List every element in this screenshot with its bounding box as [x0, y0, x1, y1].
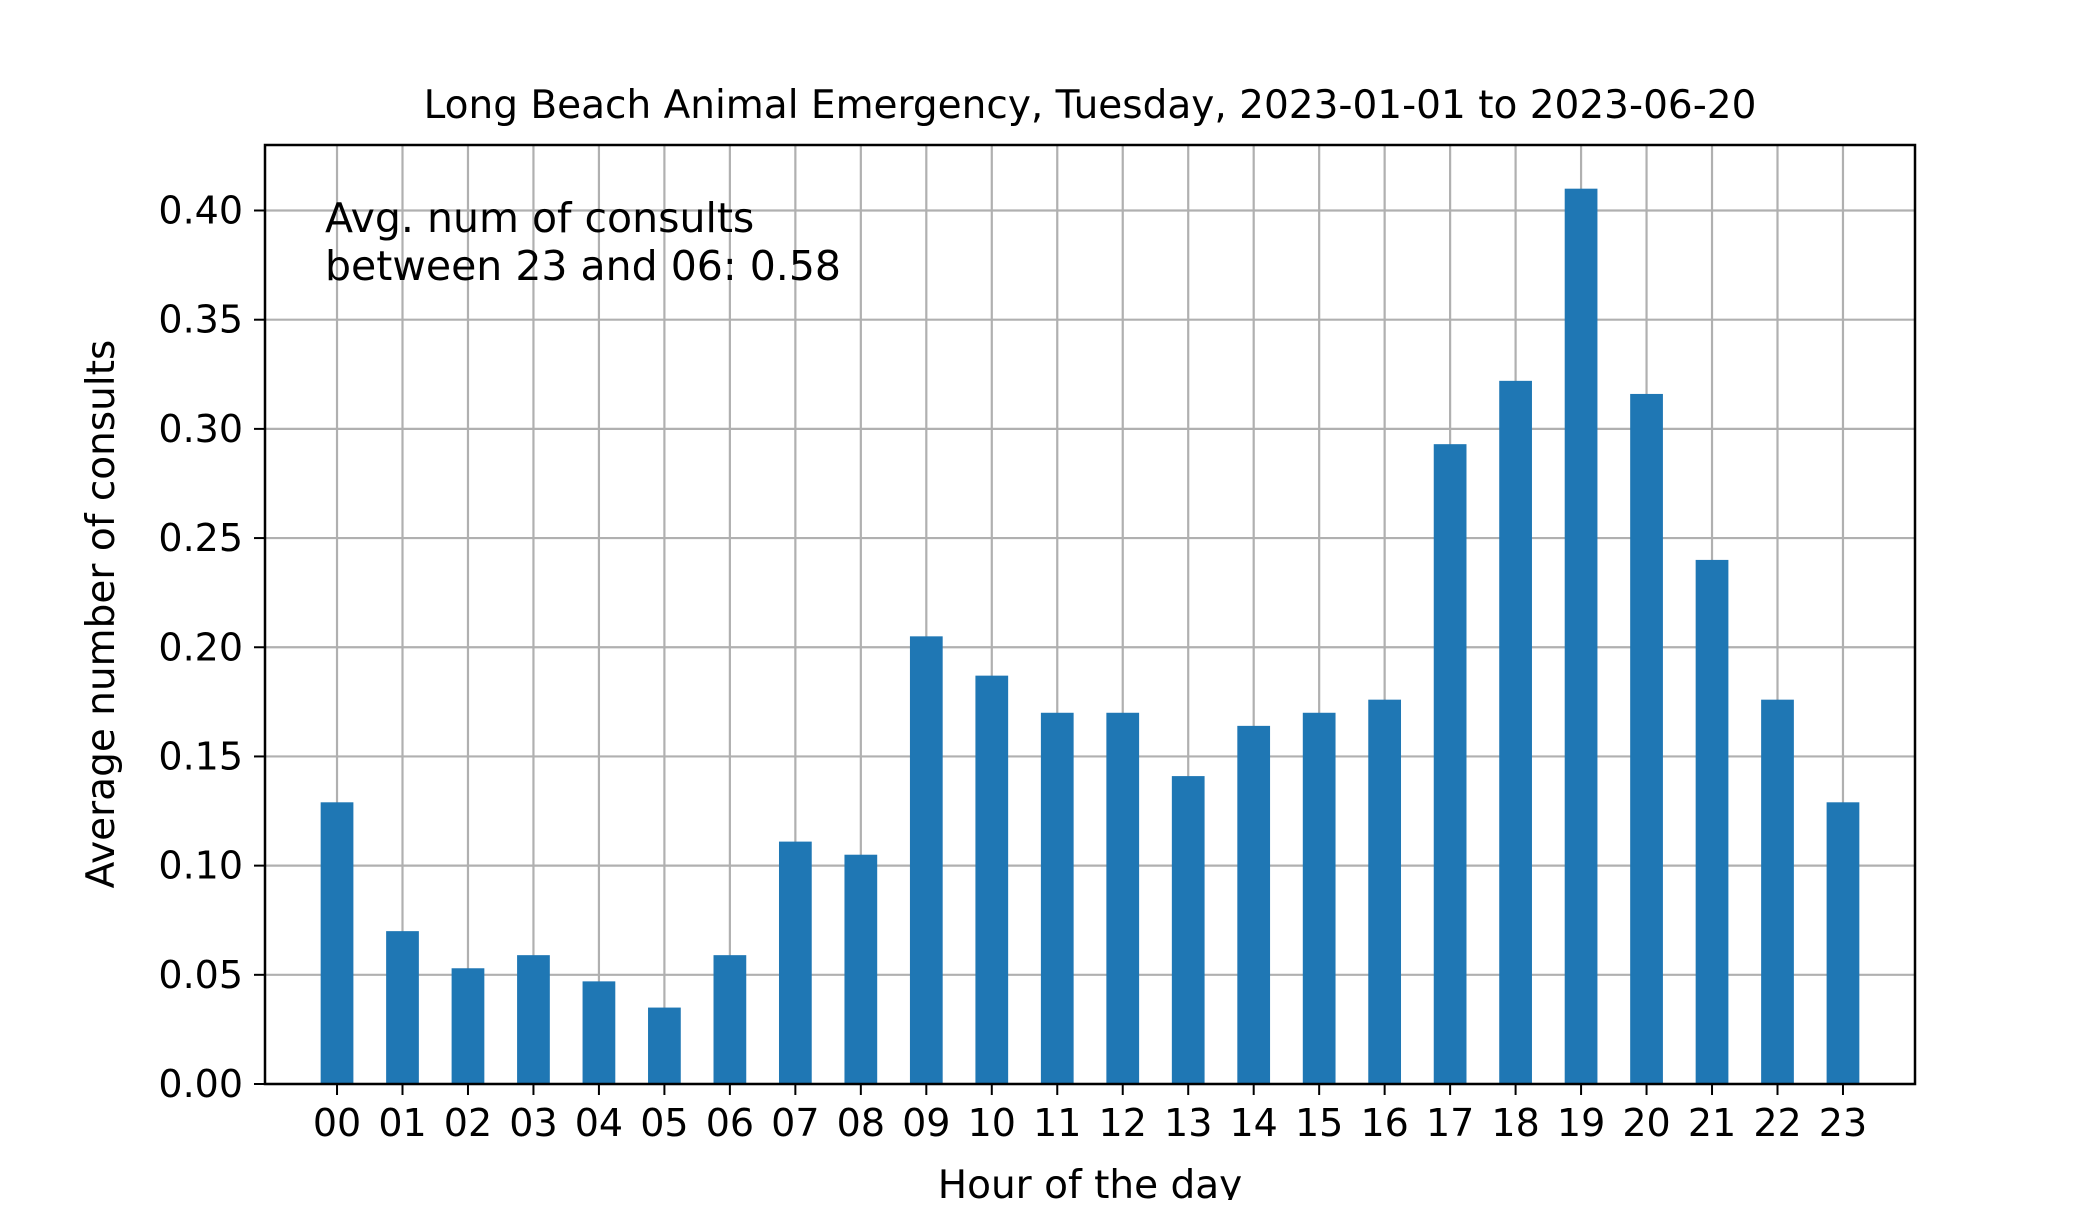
- bar-18: [1499, 380, 1532, 1084]
- bar-22: [1761, 699, 1794, 1084]
- y-tick-label: 0.20: [158, 625, 243, 669]
- x-tick-label: 23: [1819, 1101, 1867, 1145]
- x-tick-label: 00: [313, 1101, 361, 1145]
- y-tick-label: 0.10: [158, 844, 243, 888]
- bar-07: [778, 841, 812, 1084]
- bar-08: [844, 854, 878, 1084]
- y-tick-label: 0.40: [158, 189, 243, 233]
- bar-13: [1171, 776, 1205, 1084]
- annotation-line-1: Avg. num of consults: [325, 194, 754, 242]
- bar-16: [1368, 699, 1402, 1084]
- annotation-line-2: between 23 and 06: 0.58: [325, 242, 841, 290]
- bar-05: [648, 1007, 681, 1084]
- x-tick-label: 20: [1622, 1101, 1670, 1145]
- bar-20: [1630, 393, 1663, 1084]
- x-tick-label: 13: [1164, 1101, 1212, 1145]
- y-tick-label: 0.00: [158, 1062, 243, 1106]
- bar-03: [517, 955, 550, 1084]
- x-tick-label: 12: [1099, 1101, 1147, 1145]
- y-tick-label: 0.25: [158, 516, 243, 560]
- x-tick-label: 04: [575, 1101, 623, 1145]
- x-tick-label: 02: [444, 1101, 492, 1145]
- bar-10: [975, 675, 1009, 1084]
- x-tick-label: 17: [1426, 1101, 1474, 1145]
- x-tick-label: 08: [837, 1101, 885, 1145]
- x-tick-label: 21: [1688, 1101, 1736, 1145]
- x-tick-label: 16: [1360, 1101, 1408, 1145]
- bar-00: [320, 802, 354, 1084]
- x-tick-label: 22: [1753, 1101, 1801, 1145]
- bar-12: [1106, 712, 1140, 1084]
- bar-09: [909, 636, 943, 1084]
- bar-06: [713, 955, 747, 1084]
- bars: [320, 188, 1860, 1084]
- plot-frame: [263, 143, 1917, 1086]
- x-tick-label: 07: [771, 1101, 819, 1145]
- bar-04: [582, 981, 616, 1084]
- x-tick-label: 18: [1491, 1101, 1539, 1145]
- x-tick-label: 14: [1230, 1101, 1278, 1145]
- ticks: 0.00 0.05 0.10 0.15 0.20 0.25 0.30 0.35 0.40 00 01…: [158, 189, 1867, 1145]
- chart-title: Long Beach Animal Emergency, Tuesday, 20…: [424, 83, 1757, 128]
- x-axis-label: Hour of the day: [938, 1163, 1242, 1200]
- x-tick-label: 06: [706, 1101, 754, 1145]
- bar-14: [1237, 725, 1271, 1084]
- y-tick-label: 0.15: [158, 734, 243, 778]
- bar-15: [1302, 712, 1336, 1084]
- x-tick-label: 11: [1033, 1101, 1081, 1145]
- x-tick-label: 10: [968, 1101, 1016, 1145]
- bar-17: [1433, 444, 1467, 1084]
- bar-21: [1695, 559, 1729, 1084]
- y-axis-label: Average number of consults: [79, 340, 124, 889]
- bar-01: [386, 931, 419, 1084]
- bar-19: [1564, 188, 1598, 1084]
- x-tick-label: 15: [1295, 1101, 1343, 1145]
- bar-02: [451, 968, 485, 1084]
- y-tick-label: 0.30: [158, 407, 243, 451]
- x-tick-label: 01: [378, 1101, 426, 1145]
- x-tick-label: 05: [640, 1101, 688, 1145]
- y-tick-label: 0.35: [158, 298, 243, 342]
- x-tick-label: 09: [902, 1101, 950, 1145]
- bar-11: [1040, 712, 1074, 1084]
- x-tick-label: 03: [509, 1101, 557, 1145]
- x-tick-label: 19: [1557, 1101, 1605, 1145]
- y-tick-label: 0.05: [158, 953, 243, 997]
- bar-23: [1826, 802, 1860, 1084]
